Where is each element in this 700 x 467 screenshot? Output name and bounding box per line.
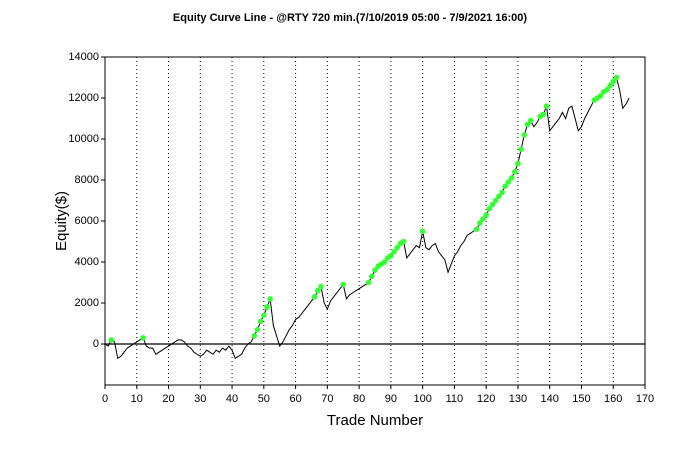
new-high-marker xyxy=(540,111,547,118)
y-axis-label: Equity($) xyxy=(53,191,70,251)
new-high-marker xyxy=(486,205,493,212)
x-tick-label: 10 xyxy=(131,393,143,405)
new-high-marker xyxy=(477,220,483,226)
x-tick-label: 100 xyxy=(413,393,431,405)
x-tick-label: 130 xyxy=(509,393,527,405)
new-high-marker xyxy=(381,259,388,265)
x-tick-label: 170 xyxy=(636,393,654,405)
y-tick-label: 8000 xyxy=(75,174,99,186)
y-tick-label: 2000 xyxy=(75,297,99,309)
new-high-marker xyxy=(499,189,505,196)
new-high-marker xyxy=(613,74,620,81)
new-high-marker xyxy=(607,82,613,89)
x-axis-label: Trade Number xyxy=(327,412,423,429)
new-high-marker xyxy=(505,179,512,185)
y-tick-label: 6000 xyxy=(75,215,99,227)
new-high-marker xyxy=(264,304,270,310)
new-high-marker xyxy=(511,169,518,175)
new-high-marker xyxy=(372,267,378,274)
x-tick-label: 40 xyxy=(226,393,238,405)
new-high-marker xyxy=(527,117,534,124)
new-high-marker xyxy=(419,228,426,235)
new-high-marker xyxy=(365,279,372,286)
new-high-marker xyxy=(267,296,273,302)
x-tick-label: 30 xyxy=(194,393,206,405)
new-high-marker xyxy=(502,183,509,189)
new-high-marker xyxy=(369,273,375,280)
new-high-marker xyxy=(489,201,496,208)
new-high-marker xyxy=(604,87,610,93)
y-tick-label: 10000 xyxy=(68,133,99,145)
x-tick-label: 150 xyxy=(572,393,590,405)
new-high-marker xyxy=(515,160,521,167)
x-tick-label: 160 xyxy=(604,393,622,405)
new-high-marker xyxy=(496,193,502,200)
chart-title: Equity Curve Line - @RTY 720 min.(7/10/2… xyxy=(173,12,527,24)
x-tick-label: 60 xyxy=(289,393,301,405)
new-high-marker xyxy=(610,78,617,85)
new-high-marker xyxy=(492,197,499,204)
new-high-marker xyxy=(394,244,401,251)
new-high-marker xyxy=(257,318,264,325)
new-high-marker xyxy=(254,326,261,333)
y-tick-label: 4000 xyxy=(75,256,99,268)
new-high-marker xyxy=(480,216,486,222)
new-high-marker xyxy=(140,335,146,341)
y-tick-label: 0 xyxy=(93,338,99,350)
new-high-marker xyxy=(543,103,550,109)
new-high-marker xyxy=(251,333,258,339)
new-high-marker xyxy=(318,283,324,290)
x-tick-label: 140 xyxy=(541,393,559,405)
new-high-marker xyxy=(108,337,115,343)
y-tick-label: 14000 xyxy=(68,51,99,63)
new-high-marker xyxy=(391,248,397,255)
x-tick-label: 90 xyxy=(385,393,397,405)
new-high-marker xyxy=(388,253,394,259)
new-high-marker xyxy=(473,226,480,232)
x-tick-label: 70 xyxy=(321,393,333,405)
new-high-marker xyxy=(311,294,318,300)
new-high-marker xyxy=(340,281,347,288)
y-tick-label: 12000 xyxy=(68,92,99,104)
new-high-marker xyxy=(521,132,528,138)
x-tick-label: 20 xyxy=(162,393,174,405)
new-high-marker xyxy=(483,212,489,218)
x-tick-label: 120 xyxy=(477,393,495,405)
x-tick-label: 80 xyxy=(353,393,365,405)
new-high-marker xyxy=(400,238,407,245)
new-high-marker xyxy=(508,175,515,181)
new-high-marker xyxy=(597,93,604,99)
x-tick-label: 110 xyxy=(446,393,464,405)
new-high-marker xyxy=(518,146,524,153)
x-tick-label: 50 xyxy=(258,393,270,405)
new-high-marker xyxy=(524,121,531,128)
new-high-marker xyxy=(261,312,267,319)
new-high-marker xyxy=(315,287,321,294)
x-tick-label: 0 xyxy=(102,393,108,405)
